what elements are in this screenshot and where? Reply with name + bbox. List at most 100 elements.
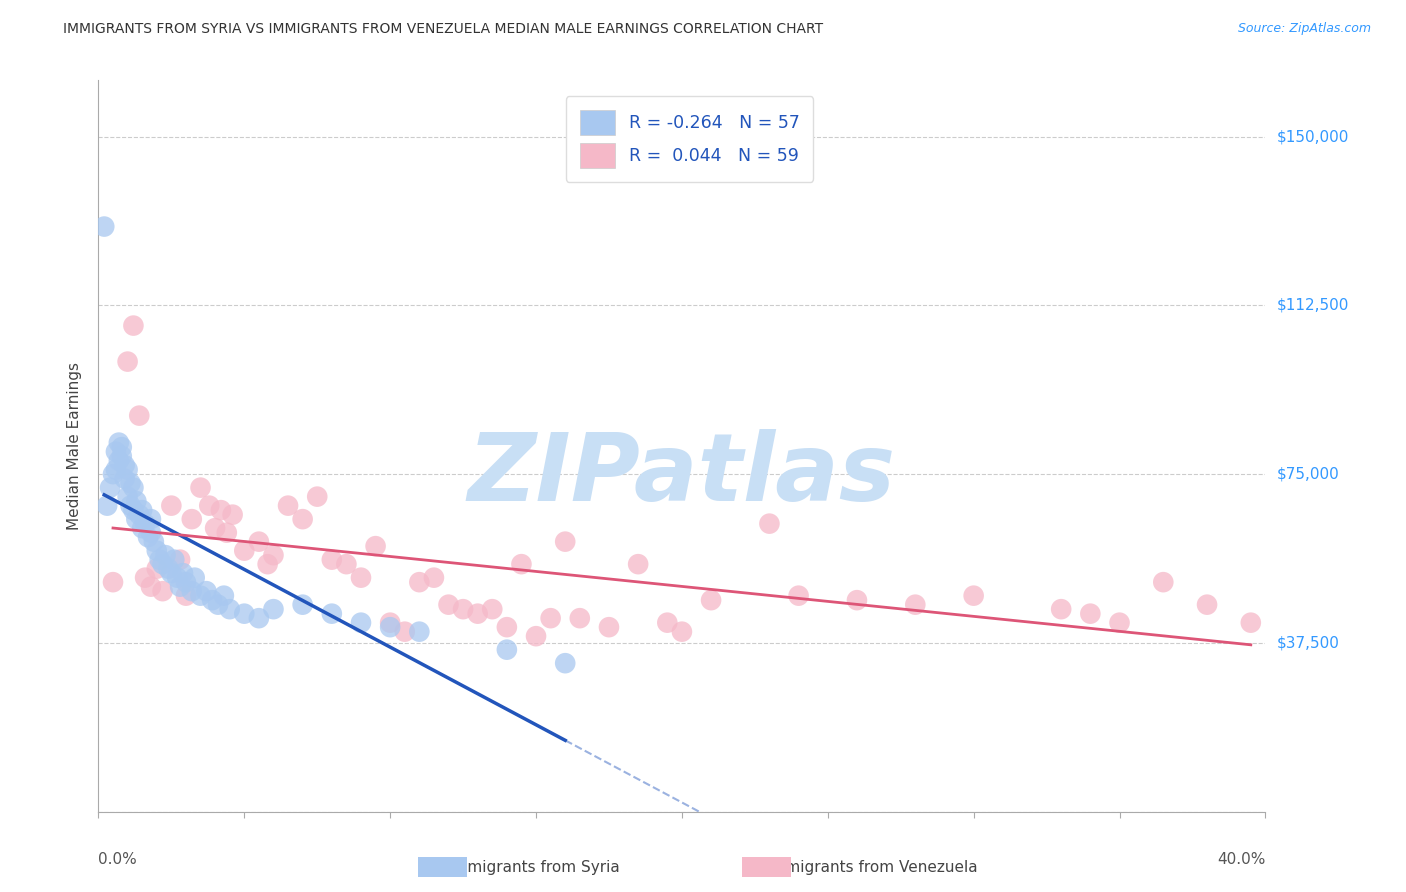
Point [215, 525, 238, 540]
Point [321, 552, 343, 566]
Point [169, 580, 191, 594]
Text: IMMIGRANTS FROM SYRIA VS IMMIGRANTS FROM VENEZUELA MEDIAN MALE EARNINGS CORRELAT: IMMIGRANTS FROM SYRIA VS IMMIGRANTS FROM… [63, 22, 824, 37]
Point [134, 516, 156, 531]
Point [160, 499, 183, 513]
Point [98, 481, 121, 495]
Text: 0.0%: 0.0% [98, 852, 138, 867]
Point [554, 534, 576, 549]
Point [262, 548, 284, 562]
Point [700, 593, 723, 607]
Point [524, 629, 547, 643]
Point [307, 490, 329, 504]
Point [380, 615, 402, 630]
Point [201, 593, 224, 607]
Point [172, 566, 194, 581]
Point [247, 611, 270, 625]
Point [125, 512, 148, 526]
Point [114, 472, 136, 486]
Point [190, 589, 212, 603]
Point [134, 571, 156, 585]
Point [122, 503, 145, 517]
Point [149, 552, 172, 566]
Point [209, 503, 232, 517]
Point [146, 562, 169, 576]
Point [496, 620, 519, 634]
Point [120, 499, 142, 513]
Text: $150,000: $150,000 [1277, 129, 1348, 144]
Text: ZIPatlas: ZIPatlas [468, 429, 896, 521]
Point [174, 575, 197, 590]
Point [120, 476, 142, 491]
Point [277, 499, 299, 513]
Point [540, 611, 562, 625]
Point [163, 552, 186, 566]
Point [139, 525, 162, 540]
Point [212, 589, 235, 603]
Point [1050, 602, 1073, 616]
Point [218, 602, 240, 616]
Point [467, 607, 489, 621]
Point [262, 602, 284, 616]
Point [128, 508, 150, 522]
Point [190, 481, 212, 495]
Text: Immigrants from Venezuela: Immigrants from Venezuela [766, 860, 977, 874]
Point [166, 571, 188, 585]
Point [846, 593, 869, 607]
Point [350, 571, 373, 585]
Point [111, 449, 134, 463]
Text: Immigrants from Syria: Immigrants from Syria [449, 860, 620, 874]
Point [174, 589, 197, 603]
Point [291, 512, 314, 526]
Point [904, 598, 927, 612]
Y-axis label: Median Male Earnings: Median Male Earnings [67, 362, 83, 530]
Point [117, 354, 139, 368]
Point [152, 557, 174, 571]
Point [114, 458, 136, 472]
Point [247, 534, 270, 549]
Point [169, 552, 191, 566]
Point [496, 642, 519, 657]
Point [321, 607, 343, 621]
Point [657, 615, 679, 630]
Point [350, 615, 373, 630]
Point [104, 462, 127, 476]
Point [423, 571, 446, 585]
Point [256, 557, 278, 571]
Point [157, 562, 180, 576]
Point [671, 624, 693, 639]
Point [380, 620, 402, 634]
Point [207, 598, 229, 612]
Point [510, 557, 533, 571]
Point [139, 512, 162, 526]
Point [233, 543, 256, 558]
Point [146, 543, 169, 558]
Text: 40.0%: 40.0% [1218, 852, 1265, 867]
Point [364, 539, 387, 553]
Point [155, 548, 177, 562]
Point [451, 602, 474, 616]
Point [142, 534, 165, 549]
Point [233, 607, 256, 621]
Point [139, 580, 162, 594]
Point [758, 516, 780, 531]
Text: $112,500: $112,500 [1277, 298, 1348, 313]
Point [221, 508, 243, 522]
Point [1080, 607, 1102, 621]
Point [128, 409, 150, 423]
Point [481, 602, 503, 616]
Point [180, 512, 202, 526]
Point [335, 557, 357, 571]
Point [131, 503, 153, 517]
Point [104, 444, 127, 458]
Point [111, 440, 134, 454]
Legend: R = -0.264   N = 57, R =  0.044   N = 59: R = -0.264 N = 57, R = 0.044 N = 59 [567, 96, 813, 182]
Point [408, 575, 430, 590]
Point [437, 598, 460, 612]
Point [598, 620, 620, 634]
Point [1195, 598, 1218, 612]
Point [554, 656, 576, 670]
Point [117, 490, 139, 504]
Point [394, 624, 416, 639]
Point [93, 219, 115, 234]
Point [180, 584, 202, 599]
